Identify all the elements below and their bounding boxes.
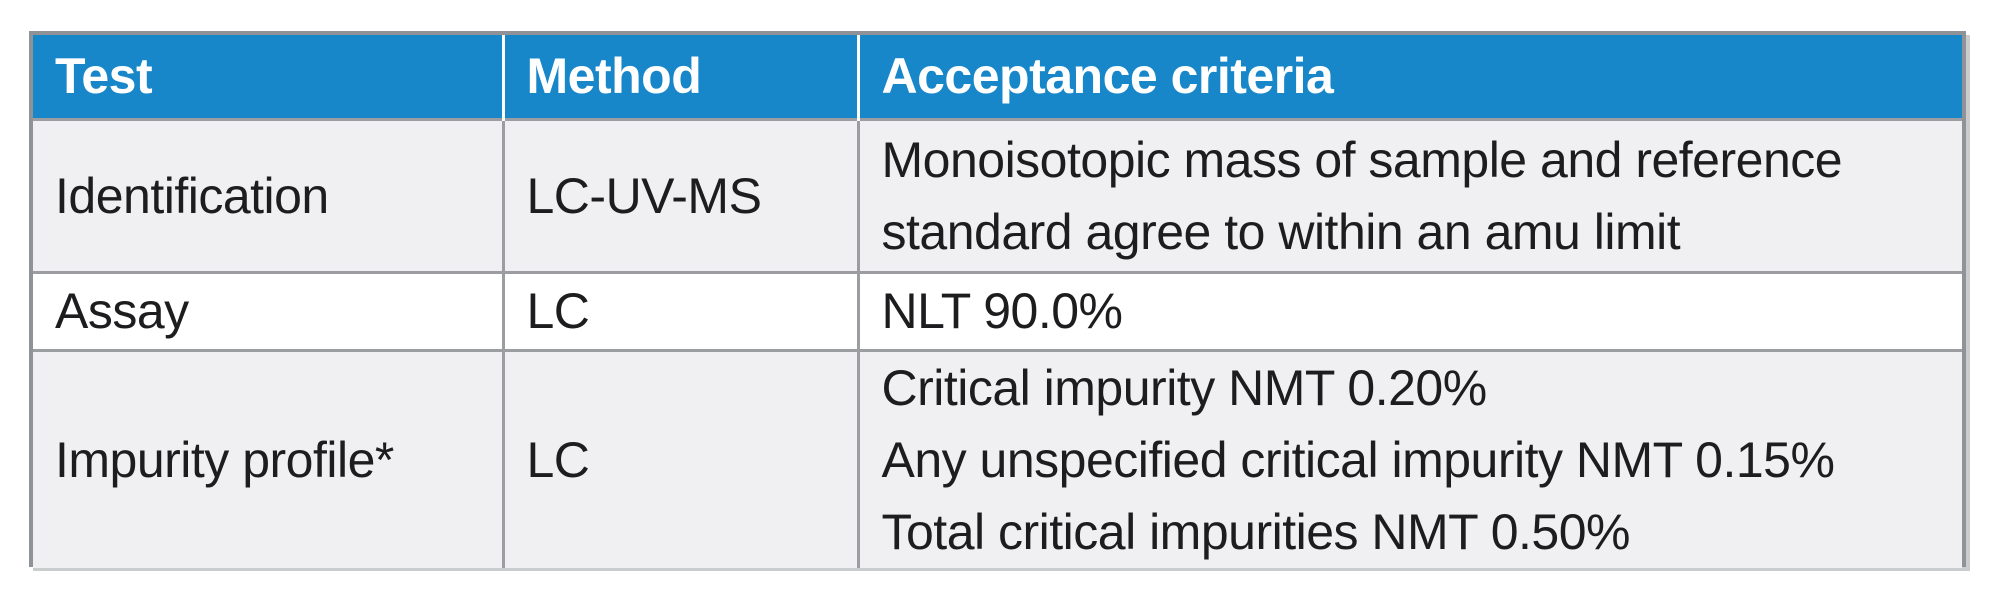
cell-criteria: Critical impurity NMT 0.20% Any unspecif… xyxy=(856,350,1962,568)
spec-table: Test Method Acceptance criteria Identifi… xyxy=(33,35,1962,568)
cell-criteria: NLT 90.0% xyxy=(856,272,1962,350)
criteria-line: Any unspecified critical impurity NMT 0.… xyxy=(881,431,1835,488)
cell-method: LC xyxy=(501,350,858,568)
cell-test: Identification xyxy=(55,167,329,224)
table-row-assay: Assay LC NLT 90.0% xyxy=(33,272,1962,350)
table-row-identification: Identification LC-UV-MS Monoisotopic mas… xyxy=(33,119,1962,272)
header-row: Test Method Acceptance criteria xyxy=(33,35,1962,119)
cell-criteria: Monoisotopic mass of sample and referenc… xyxy=(856,119,1962,272)
criteria-line: Critical impurity NMT 0.20% xyxy=(881,359,1488,416)
column-header-method: Method xyxy=(501,35,858,119)
criteria-line: standard agree to within an amu limit xyxy=(881,203,1681,260)
criteria-line: NLT 90.0% xyxy=(881,283,1124,339)
column-header-acceptance-criteria: Acceptance criteria xyxy=(856,35,1962,119)
cell-method: LC-UV-MS xyxy=(501,119,858,272)
criteria-line: Total critical impurities NMT 0.50% xyxy=(881,503,1631,560)
table-row-impurity-profile: Impurity profile* LC Critical impurity N… xyxy=(33,350,1962,568)
acceptance-criteria-table: Test Method Acceptance criteria Identifi… xyxy=(29,31,1966,568)
cell-method: LC xyxy=(501,272,858,350)
column-header-test: Test xyxy=(55,48,153,105)
cell-test: Impurity profile* xyxy=(55,431,394,488)
criteria-line: Monoisotopic mass of sample and referenc… xyxy=(881,131,1843,188)
cell-test: Assay xyxy=(55,283,189,339)
